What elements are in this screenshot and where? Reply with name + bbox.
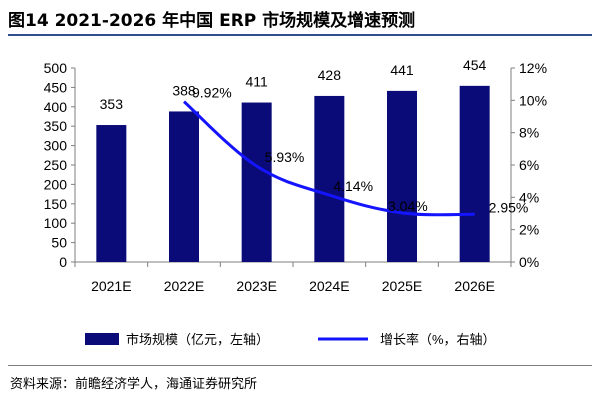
left-tick-label: 100 bbox=[44, 215, 68, 231]
source-divider bbox=[8, 365, 592, 366]
x-tick-label: 2023E bbox=[236, 278, 276, 294]
line-value-label: 3.04% bbox=[388, 198, 428, 214]
x-tick-label: 2024E bbox=[309, 278, 349, 294]
bar-value-label: 441 bbox=[390, 62, 414, 78]
right-tick-label: 6% bbox=[519, 157, 539, 173]
bar-value-label: 353 bbox=[100, 96, 124, 112]
left-tick-label: 500 bbox=[44, 60, 68, 76]
right-tick-label: 4% bbox=[519, 189, 539, 205]
chart-title: 图14 2021-2026 年中国 ERP 市场规模及增速预测 bbox=[8, 11, 416, 31]
legend-line-label: 增长率（%，右轴） bbox=[380, 332, 496, 347]
left-tick-label: 250 bbox=[44, 157, 68, 173]
bar bbox=[96, 125, 127, 262]
left-tick-label: 200 bbox=[44, 176, 68, 192]
source-note: 资料来源：前瞻经济学人，海通证券研究所 bbox=[10, 377, 258, 392]
x-tick-label: 2022E bbox=[164, 278, 204, 294]
left-tick-label: 300 bbox=[44, 138, 68, 154]
x-tick-label: 2021E bbox=[91, 278, 131, 294]
legend-bar-swatch bbox=[85, 333, 119, 345]
x-tick-label: 2025E bbox=[382, 278, 422, 294]
right-tick-label: 10% bbox=[519, 92, 547, 108]
bar-value-label: 388 bbox=[172, 82, 196, 98]
left-tick-label: 450 bbox=[44, 79, 68, 95]
bar bbox=[241, 102, 272, 262]
bar-value-label: 428 bbox=[318, 67, 342, 83]
left-tick-label: 50 bbox=[51, 235, 67, 251]
left-tick-label: 400 bbox=[44, 99, 68, 115]
left-tick-label: 0 bbox=[59, 254, 67, 270]
line-value-label: 2.95% bbox=[489, 199, 529, 215]
bar bbox=[169, 111, 199, 263]
right-tick-label: 12% bbox=[519, 60, 547, 76]
bar-value-label: 411 bbox=[246, 74, 269, 90]
legend-bar-label: 市场规模（亿元，左轴） bbox=[126, 332, 269, 347]
line-value-label: 5.93% bbox=[265, 149, 305, 165]
bar bbox=[387, 90, 417, 262]
right-tick-label: 8% bbox=[519, 125, 539, 141]
x-tick-label: 2026E bbox=[454, 278, 494, 294]
bar bbox=[459, 85, 490, 263]
line-value-label: 4.14% bbox=[333, 178, 373, 194]
title-divider bbox=[8, 34, 592, 36]
line-value-label: 9.92% bbox=[192, 85, 232, 101]
right-tick-label: 0% bbox=[519, 254, 539, 270]
left-tick-label: 150 bbox=[44, 196, 68, 212]
growth-rate-line bbox=[183, 100, 475, 217]
right-tick-label: 2% bbox=[519, 222, 539, 238]
bar-value-label: 454 bbox=[463, 57, 487, 73]
bar bbox=[314, 95, 345, 262]
left-tick-label: 350 bbox=[44, 118, 68, 134]
